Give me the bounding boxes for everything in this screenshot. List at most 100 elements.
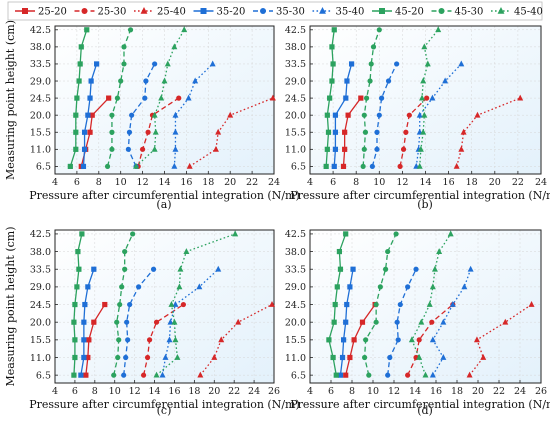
data-point xyxy=(405,284,411,290)
data-point xyxy=(373,301,379,308)
series-line xyxy=(106,29,132,167)
data-point xyxy=(109,129,115,135)
data-point xyxy=(377,284,383,290)
data-point xyxy=(351,337,357,343)
data-point xyxy=(85,354,91,361)
legend-entry-45-30: 45-30 xyxy=(431,7,483,18)
data-point xyxy=(420,77,427,84)
series-45-30 xyxy=(111,231,136,378)
data-point xyxy=(125,146,131,152)
y-tick-label: 15.5 xyxy=(30,335,51,346)
data-point xyxy=(416,162,423,169)
data-point xyxy=(172,145,179,152)
y-tick-label: 6.5 xyxy=(291,162,306,173)
y-tick-label: 24.5 xyxy=(285,93,306,104)
data-point xyxy=(71,372,77,378)
data-point xyxy=(87,95,93,101)
data-point xyxy=(87,129,93,135)
data-point xyxy=(383,266,389,272)
data-point xyxy=(171,162,178,169)
data-point xyxy=(84,27,90,33)
data-point xyxy=(73,146,79,152)
data-point xyxy=(104,163,111,170)
data-point xyxy=(85,112,91,118)
data-point xyxy=(361,112,367,118)
data-point xyxy=(368,61,374,67)
y-tick-label: 29.0 xyxy=(30,282,51,293)
data-point xyxy=(330,61,336,67)
series-25-40 xyxy=(186,94,276,169)
data-point xyxy=(186,162,193,169)
data-point xyxy=(172,128,179,135)
data-point xyxy=(71,319,77,325)
data-point xyxy=(480,354,487,360)
data-point xyxy=(183,248,190,254)
x-tick-label: 6 xyxy=(330,177,336,188)
data-point xyxy=(83,372,89,378)
series-line xyxy=(407,304,454,376)
x-tick-label: 20 xyxy=(224,177,236,188)
data-point xyxy=(367,78,373,84)
data-point xyxy=(172,301,179,307)
data-point xyxy=(376,112,382,118)
data-point xyxy=(420,128,427,135)
data-point xyxy=(161,77,168,84)
x-axis-label: Pressure after circumferential integrati… xyxy=(29,189,300,202)
data-point xyxy=(466,371,473,378)
data-point xyxy=(151,111,158,118)
y-tick-label: 33.5 xyxy=(30,59,51,70)
data-point xyxy=(460,128,467,135)
data-point xyxy=(76,266,82,272)
series-35-40 xyxy=(171,60,216,169)
x-tick-label: 24 xyxy=(248,386,260,397)
data-point xyxy=(78,372,84,378)
data-point xyxy=(348,61,355,67)
legend-label: 45-40 xyxy=(514,7,543,18)
data-point xyxy=(76,78,82,84)
data-point xyxy=(146,337,153,343)
x-tick-label: 6 xyxy=(328,386,334,397)
y-tick-label: 11.0 xyxy=(30,145,51,156)
y-tick-label: 42.5 xyxy=(285,25,306,36)
data-point xyxy=(362,129,369,135)
data-point xyxy=(129,112,135,118)
data-point xyxy=(331,319,337,325)
data-point xyxy=(440,354,447,360)
data-point xyxy=(196,283,203,290)
series-45-30 xyxy=(360,27,382,170)
legend-label: 45-20 xyxy=(395,7,424,18)
data-point xyxy=(151,145,158,152)
data-point xyxy=(114,95,121,101)
data-point xyxy=(121,372,127,378)
data-point xyxy=(395,337,401,343)
legend-marker xyxy=(22,8,28,14)
legend-label: 25-40 xyxy=(157,7,186,18)
legend-entry-35-20: 35-20 xyxy=(193,7,245,18)
data-point xyxy=(453,162,460,169)
data-point xyxy=(133,162,140,169)
series-45-20 xyxy=(67,27,90,170)
data-point xyxy=(153,371,160,378)
data-point xyxy=(123,354,129,361)
x-tick-label: 18 xyxy=(466,177,478,188)
data-point xyxy=(145,129,151,135)
data-point xyxy=(449,301,456,307)
data-point xyxy=(442,77,449,84)
data-point xyxy=(528,301,535,307)
data-point xyxy=(152,61,158,67)
data-point xyxy=(209,60,216,67)
data-point xyxy=(342,146,348,152)
y-tick-label: 11.0 xyxy=(285,353,306,364)
x-tick-label: 8 xyxy=(96,177,102,188)
y-tick-label: 20.0 xyxy=(30,317,51,328)
x-tick-label: 4 xyxy=(52,386,58,397)
data-point xyxy=(211,354,218,360)
data-point xyxy=(81,146,88,152)
y-tick-label: 15.5 xyxy=(285,335,306,346)
legend-label: 35-30 xyxy=(276,7,305,18)
series-35-40 xyxy=(413,60,465,169)
data-point xyxy=(102,301,108,308)
data-point xyxy=(397,163,403,170)
data-point xyxy=(327,95,333,101)
data-point xyxy=(406,112,412,118)
